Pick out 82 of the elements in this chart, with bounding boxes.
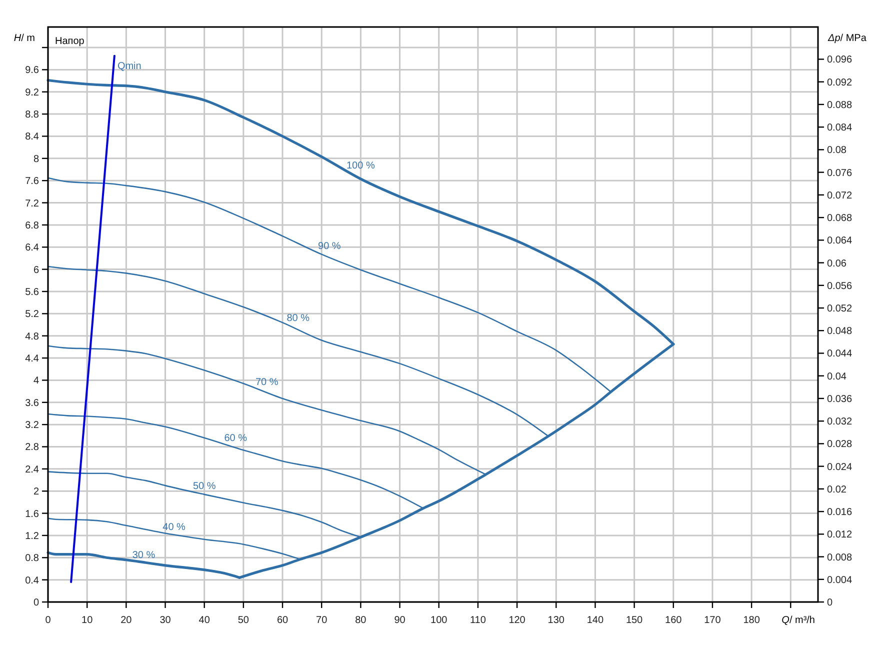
series-label: Qmin xyxy=(117,60,142,72)
y2-tick-label: 0.004 xyxy=(827,574,852,586)
y-tick-label: 0.8 xyxy=(25,553,40,564)
y2-tick-label: 0.084 xyxy=(827,122,852,134)
y-tick-label: 4 xyxy=(33,376,40,387)
y-tick-label: 8 xyxy=(33,154,40,165)
y-tick-label: 2 xyxy=(33,486,40,498)
y2-tick-label: 0.012 xyxy=(827,530,852,541)
series-label: 80 % xyxy=(286,312,310,324)
y-tick-label: 9.6 xyxy=(25,65,40,76)
series-label: 90 % xyxy=(318,240,341,252)
series-label: 70 % xyxy=(255,376,278,388)
y2-tick-label: 0.04 xyxy=(827,371,847,382)
x-tick-label: 150 xyxy=(626,615,644,626)
x-axis-title: Q/ m³/h xyxy=(782,615,815,626)
y2-tick-label: 0.096 xyxy=(827,54,852,66)
x-tick-label: 20 xyxy=(120,615,132,626)
series-label: 40 % xyxy=(162,522,186,534)
x-tick-label: 110 xyxy=(470,615,486,626)
x-tick-label: 130 xyxy=(548,615,565,626)
y-tick-label: 3.2 xyxy=(25,420,40,432)
y2-tick-label: 0.064 xyxy=(827,236,852,247)
y-tick-label: 2.4 xyxy=(25,464,40,476)
y2-tick-label: 0.052 xyxy=(827,304,852,314)
y-tick-label: 6.4 xyxy=(25,242,40,254)
x-tick-label: 170 xyxy=(704,615,722,626)
y-tick-label: 8.8 xyxy=(25,110,40,121)
x-tick-label: 140 xyxy=(586,615,604,626)
x-tick-label: 120 xyxy=(508,615,526,626)
x-tick-label: 90 xyxy=(394,615,406,626)
y-tick-label: 7.6 xyxy=(25,176,40,188)
x-tick-label: 80 xyxy=(355,615,367,626)
series-label: 60 % xyxy=(224,432,248,444)
y2-tick-label: 0.028 xyxy=(827,439,852,450)
y-tick-label: 7.2 xyxy=(25,198,40,210)
y2-axis-title: Δp/ MPa xyxy=(827,33,867,44)
y2-tick-label: 0.048 xyxy=(827,326,852,338)
y-tick-label: 4.4 xyxy=(25,354,40,365)
y2-tick-label: 0.092 xyxy=(827,77,852,88)
y2-tick-label: 0.008 xyxy=(827,552,852,564)
y-tick-label: 2.8 xyxy=(25,442,40,454)
y-tick-label: 0 xyxy=(33,598,40,608)
y2-tick-label: 0.088 xyxy=(827,100,852,111)
y2-tick-label: 0.036 xyxy=(827,394,852,405)
series-label: 30 % xyxy=(132,550,156,562)
x-tick-label: 10 xyxy=(82,615,94,626)
y-tick-label: 1.2 xyxy=(25,530,40,542)
y2-tick-label: 0.076 xyxy=(827,168,852,179)
y2-tick-label: 0.024 xyxy=(827,462,852,473)
y-tick-label: 6 xyxy=(33,264,40,276)
y2-tick-label: 0.016 xyxy=(827,507,852,518)
y2-tick-label: 0.044 xyxy=(827,348,852,360)
y2-tick-label: 0.08 xyxy=(827,145,847,156)
x-tick-label: 60 xyxy=(276,615,289,626)
y-tick-label: 6.8 xyxy=(25,220,40,232)
x-tick-label: 100 xyxy=(430,615,448,626)
x-tick-label: 0 xyxy=(45,615,52,626)
y-tick-label: 4.8 xyxy=(25,331,40,342)
y2-tick-label: 0.02 xyxy=(827,484,847,496)
y-tick-label: 9.2 xyxy=(25,87,40,98)
y2-tick-label: 0 xyxy=(827,598,833,608)
y-tick-label: 3.6 xyxy=(25,398,40,409)
series-label: 50 % xyxy=(192,481,216,492)
x-tick-label: 30 xyxy=(160,615,172,626)
y2-tick-label: 0.068 xyxy=(827,213,852,224)
y2-tick-label: 0.06 xyxy=(827,258,847,270)
y-tick-label: 5.6 xyxy=(25,286,40,298)
series-label: 100 % xyxy=(346,160,375,172)
text: Напор xyxy=(55,36,85,47)
x-tick-label: 50 xyxy=(238,615,250,626)
x-tick-label: 160 xyxy=(665,615,682,626)
y-tick-label: 5.2 xyxy=(25,309,40,320)
y2-tick-label: 0.072 xyxy=(827,190,852,202)
y-tick-label: 8.4 xyxy=(25,132,40,143)
y-axis-title: H/ m xyxy=(14,33,35,44)
x-tick-label: 40 xyxy=(198,615,210,626)
y2-tick-label: 0.056 xyxy=(827,280,852,292)
y-tick-label: 1.6 xyxy=(25,508,40,520)
x-tick-label: 180 xyxy=(743,615,760,626)
y-tick-label: 0.4 xyxy=(25,575,40,586)
x-tick-label: 70 xyxy=(316,615,328,626)
y2-tick-label: 0.032 xyxy=(827,416,852,428)
